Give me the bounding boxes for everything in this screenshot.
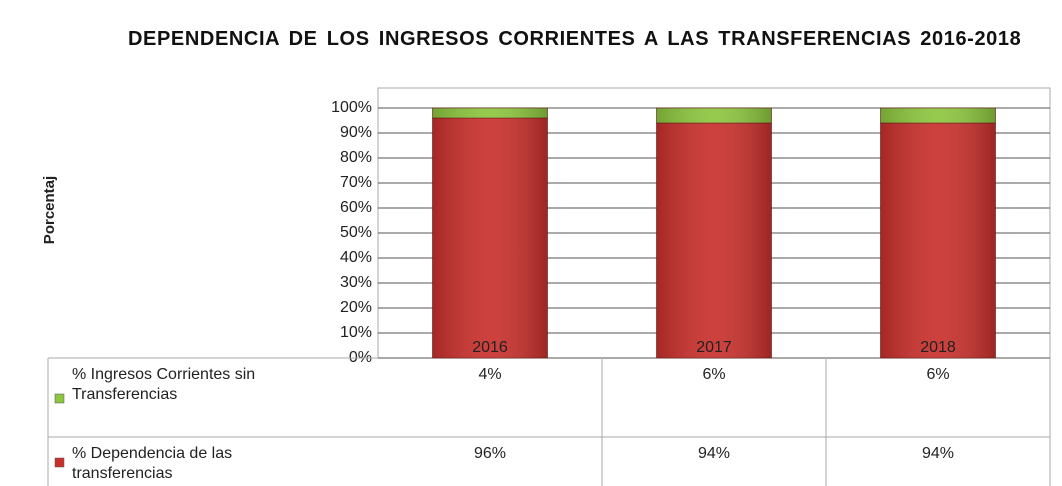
- table-value: 4%: [478, 366, 501, 383]
- chart-title: DEPENDENCIA DE LOS INGRESOS CORRIENTES A…: [128, 28, 1022, 50]
- table-value: 6%: [702, 366, 725, 383]
- bar-shade: [432, 108, 548, 118]
- y-tick-label: 30%: [340, 274, 372, 291]
- y-tick-label: 60%: [340, 199, 372, 216]
- legend-label: % Ingresos Corrientes sin Transferencias: [72, 366, 256, 403]
- bar-shade: [656, 123, 772, 358]
- table-value: 94%: [698, 445, 730, 462]
- y-tick-label: 50%: [340, 224, 372, 241]
- x-tick-label: 2016: [472, 339, 508, 356]
- y-tick-label: 20%: [340, 299, 372, 316]
- y-axis-title: Porcentaj: [41, 176, 58, 244]
- bar-shade: [432, 118, 548, 358]
- y-tick-label: 100%: [331, 99, 372, 116]
- y-tick-label: 40%: [340, 249, 372, 266]
- x-tick-label: 2017: [696, 339, 732, 356]
- y-tick-label: 10%: [340, 324, 372, 341]
- legend-key: [54, 457, 65, 468]
- y-tick-label: 80%: [340, 149, 372, 166]
- bar-shade: [656, 108, 772, 123]
- y-tick-label: 90%: [340, 124, 372, 141]
- bar-shade: [880, 123, 996, 358]
- legend-key: [54, 393, 65, 404]
- table-value: 96%: [474, 445, 506, 462]
- y-tick-label: 70%: [340, 174, 372, 191]
- x-tick-label: 2018: [920, 339, 956, 356]
- table-value: 94%: [922, 445, 954, 462]
- bar-shade: [880, 108, 996, 123]
- table-value: 6%: [926, 366, 949, 383]
- legend-label: % Dependencia de las transferencias: [72, 445, 233, 482]
